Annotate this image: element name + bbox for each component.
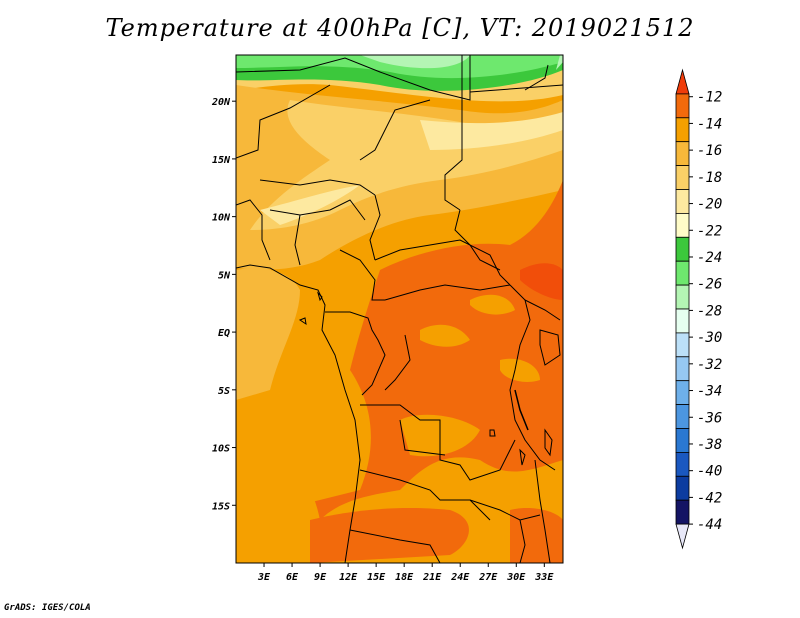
lon-tick-label: 18E (395, 572, 414, 583)
lat-tick-label: 15N (212, 155, 231, 166)
colorbar-label: -38 (697, 437, 722, 453)
colorbar-segment (675, 189, 690, 214)
lat-tick-label: 10S (212, 444, 230, 455)
lon-tick-label: 24E (450, 572, 470, 583)
colorbar-segment (675, 236, 690, 262)
borders (236, 55, 563, 563)
colorbar-segment (675, 356, 690, 382)
colorbar-segment (675, 117, 690, 143)
latitude-axis: 20N 15N 10N 5N EQ 5S 10S 15S (211, 97, 236, 512)
colorbar-segment (675, 212, 690, 238)
colorbar-bottom-triangle (675, 523, 690, 550)
longitude-axis: 3E 6E 9E 12E 15E 18E 21E 24E 27E 30E 33E (257, 563, 554, 583)
colorbar-label: -12 (697, 90, 722, 106)
colorbar-segment (675, 165, 690, 190)
map-frame (235, 54, 564, 564)
credit-label: GrADS: IGES/COLA (4, 603, 91, 613)
colorbar-label: -40 (697, 464, 722, 480)
colorbar-label: -34 (697, 384, 722, 400)
colorbar-segment (675, 93, 690, 119)
temperature-field (236, 55, 563, 563)
lon-tick-label: 3E (257, 572, 271, 583)
lon-tick-label: 9E (314, 572, 327, 583)
colorbar-segment (675, 451, 690, 477)
colorbar-label: -18 (697, 170, 722, 186)
colorbar-segment (675, 475, 690, 501)
lat-tick-label: 5N (218, 270, 231, 281)
colorbar-segment (675, 308, 690, 334)
colorbar-label: -44 (697, 517, 722, 533)
colorbar-label: -22 (697, 223, 722, 239)
colorbar-segment (675, 284, 690, 310)
colorbar-top-triangle (675, 68, 690, 95)
lat-tick-label: 10N (212, 213, 231, 224)
colorbar-label: -14 (697, 116, 722, 132)
lon-tick-label: 30E (506, 572, 526, 583)
colorbar-segment (675, 499, 690, 525)
lon-tick-label: 12E (339, 572, 358, 583)
lat-tick-label: 5S (218, 386, 230, 397)
colorbar-segment (675, 404, 690, 429)
colorbar-label: -30 (697, 330, 722, 346)
colorbar-label: -20 (697, 197, 722, 213)
lat-tick-label: EQ (218, 328, 230, 339)
colorbar-label: -42 (697, 490, 722, 506)
colorbar-segment (675, 428, 690, 453)
colorbar-segment (675, 380, 690, 406)
colorbar-segment (675, 260, 690, 286)
lon-tick-label: 21E (422, 572, 442, 583)
colorbar-label: -24 (697, 250, 722, 266)
colorbar-label: -32 (697, 357, 722, 373)
lat-tick-label: 15S (212, 501, 230, 512)
chart-title: Temperature at 400hPa [C], VT: 201902151… (105, 14, 695, 42)
lat-tick-label: 20N (211, 97, 231, 108)
colorbar: -12 -14 -16 -18 -20 -22 -24 -26 -28 -30 -32 -34 -36 -… (675, 68, 722, 550)
colorbar-segment (675, 141, 690, 166)
colorbar-label: -16 (697, 143, 722, 159)
colorbar-segment (675, 332, 690, 358)
lon-tick-label: 15E (367, 572, 386, 583)
colorbar-label: -26 (697, 277, 722, 293)
lon-tick-label: 27E (478, 572, 498, 583)
colorbar-label: -28 (697, 303, 722, 319)
lon-tick-label: 6E (286, 572, 299, 583)
colorbar-label: -36 (697, 410, 722, 426)
lon-tick-label: 33E (534, 572, 554, 583)
